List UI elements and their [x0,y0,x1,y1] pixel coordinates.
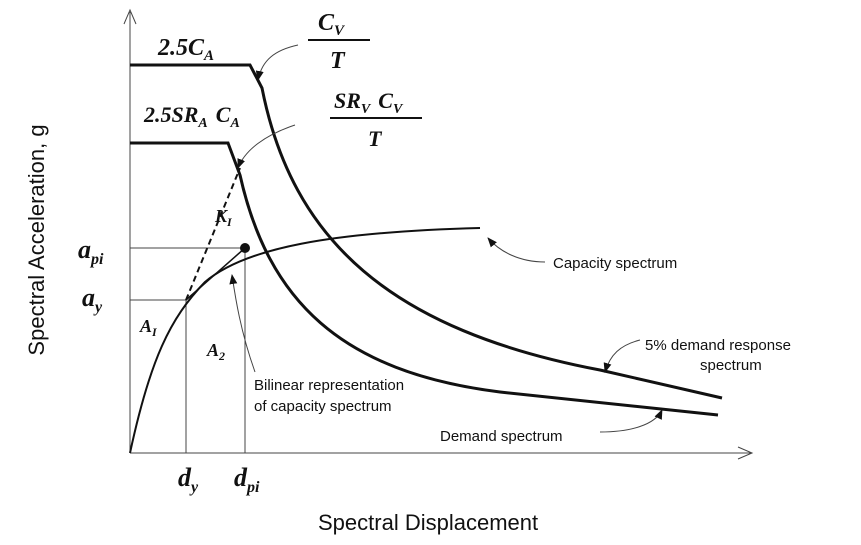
label: 2.5SRA CA [143,102,240,131]
annotation: Capacity spectrum [553,255,677,272]
y-axis-title: Spectral Acceleration, g [24,124,49,355]
annotation: Bilinear representation [254,377,404,394]
label: dpi [234,463,260,496]
bilinear-line [185,247,246,301]
label: SRV CV [334,88,404,117]
label: CV [318,10,346,39]
performance-point [240,243,250,253]
response-spectrum [130,63,723,400]
label: api [78,235,104,268]
x-arrow [737,446,754,460]
label: A2 [206,340,225,363]
label: AI [139,316,158,339]
initial-stiffness-line [185,167,241,301]
label: 2.5CA [157,35,214,64]
label: ay [82,283,103,316]
annotation: spectrum [700,357,762,374]
demand-spectrum [130,141,719,417]
annotation: of capacity spectrum [254,398,392,415]
guides [130,247,246,453]
annotation: 5% demand response [645,337,791,354]
capacity-spectrum [129,227,481,454]
annotation: Demand spectrum [440,428,563,445]
label: T [368,126,383,151]
y-arrow [123,8,137,25]
label: T [330,48,346,74]
x-axis-title: Spectral Displacement [318,510,538,535]
label: KI [214,206,233,229]
label: dy [178,463,199,496]
leaders [229,44,663,433]
